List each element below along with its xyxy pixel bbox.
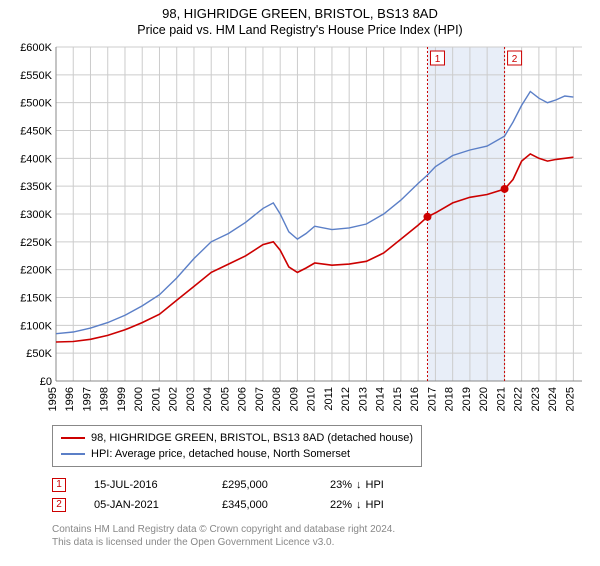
sale-diff-pct: 23% (330, 475, 352, 495)
y-tick-label: £450K (20, 126, 52, 138)
y-tick-label: £400K (20, 153, 52, 165)
x-tick-label: 2020 (478, 387, 490, 411)
chart-svg: £0 £50K £100K £150K £200K £250K £300K £350K £400… (10, 41, 588, 419)
x-tick-label: 1995 (47, 387, 59, 411)
sale-row: 2 05-JAN-2021 £345,000 22%↓HPI (52, 495, 600, 515)
x-tick-label: 1998 (99, 387, 111, 411)
y-tick-label: £600K (20, 42, 52, 54)
x-tick-label: 2019 (461, 387, 473, 411)
chart-title: 98, HIGHRIDGE GREEN, BRISTOL, BS13 8AD (0, 6, 600, 21)
sale-number-box: 2 (52, 498, 66, 512)
sale-price: £345,000 (222, 495, 302, 515)
sale-date: 15-JUL-2016 (94, 475, 194, 495)
chart-container: 98, HIGHRIDGE GREEN, BRISTOL, BS13 8AD P… (0, 6, 600, 566)
footer: Contains HM Land Registry data © Crown c… (52, 523, 600, 549)
x-tick-label: 1996 (64, 387, 76, 411)
down-arrow-icon: ↓ (356, 495, 362, 515)
y-tick-label: £100K (20, 320, 52, 332)
x-tick-label: 2016 (409, 387, 421, 411)
legend-item: HPI: Average price, detached house, Nort… (61, 446, 413, 462)
legend-swatch (61, 437, 85, 439)
sale-marker-number: 2 (512, 54, 518, 65)
x-tick-label: 2015 (392, 387, 404, 411)
x-tick-label: 2024 (547, 387, 559, 411)
legend-label: HPI: Average price, detached house, Nort… (91, 446, 350, 462)
y-tick-label: £150K (20, 293, 52, 305)
x-tick-label: 2006 (237, 387, 249, 411)
y-tick-label: £0 (40, 376, 52, 388)
y-tick-label: £500K (20, 98, 52, 110)
sale-point-marker (423, 213, 431, 221)
chart-area: £0 £50K £100K £150K £200K £250K £300K £350K £400… (10, 41, 588, 419)
sale-diff-pct: 22% (330, 495, 352, 515)
x-tick-label: 2000 (133, 387, 145, 411)
x-tick-label: 2017 (426, 387, 438, 411)
down-arrow-icon: ↓ (356, 475, 362, 495)
x-tick-label: 2007 (254, 387, 266, 411)
legend-item: 98, HIGHRIDGE GREEN, BRISTOL, BS13 8AD (… (61, 430, 413, 446)
x-tick-label: 2025 (564, 387, 576, 411)
y-tick-label: £50K (26, 348, 52, 360)
x-tick-label: 2008 (271, 387, 283, 411)
x-tick-label: 2002 (168, 387, 180, 411)
y-tick-label: £550K (20, 70, 52, 82)
sale-point-marker (501, 185, 509, 193)
x-tick-label: 2023 (530, 387, 542, 411)
sale-marker-number: 1 (435, 54, 441, 65)
legend-swatch (61, 453, 85, 455)
x-tick-label: 2011 (323, 387, 335, 411)
x-tick-label: 2021 (495, 387, 507, 411)
x-tick-label: 2003 (185, 387, 197, 411)
legend-label: 98, HIGHRIDGE GREEN, BRISTOL, BS13 8AD (… (91, 430, 413, 446)
y-tick-label: £200K (20, 265, 52, 277)
y-tick-label: £250K (20, 237, 52, 249)
sales-table: 1 15-JUL-2016 £295,000 23%↓HPI 2 05-JAN-2021 £… (52, 475, 600, 515)
sale-diff-suffix: HPI (366, 475, 384, 495)
y-tick-label: £350K (20, 181, 52, 193)
x-tick-label: 2004 (202, 387, 214, 411)
x-tick-label: 2013 (357, 387, 369, 411)
x-tick-label: 2001 (150, 387, 162, 411)
legend: 98, HIGHRIDGE GREEN, BRISTOL, BS13 8AD (… (52, 425, 422, 467)
x-tick-label: 2018 (444, 387, 456, 411)
x-tick-label: 2022 (513, 387, 525, 411)
x-tick-label: 2009 (288, 387, 300, 411)
x-tick-label: 2014 (375, 387, 387, 411)
x-tick-label: 2010 (306, 387, 318, 411)
footer-line-2: This data is licensed under the Open Gov… (52, 536, 600, 549)
chart-subtitle: Price paid vs. HM Land Registry's House … (0, 23, 600, 37)
sale-date: 05-JAN-2021 (94, 495, 194, 515)
sale-diff: 23%↓HPI (330, 475, 410, 495)
sale-number-box: 1 (52, 478, 66, 492)
sale-diff: 22%↓HPI (330, 495, 410, 515)
sale-diff-suffix: HPI (366, 495, 384, 515)
sale-row: 1 15-JUL-2016 £295,000 23%↓HPI (52, 475, 600, 495)
footer-line-1: Contains HM Land Registry data © Crown c… (52, 523, 600, 536)
sale-price: £295,000 (222, 475, 302, 495)
x-tick-label: 2012 (340, 387, 352, 411)
x-tick-label: 1999 (116, 387, 128, 411)
x-tick-label: 2005 (219, 387, 231, 411)
y-tick-label: £300K (20, 209, 52, 221)
x-tick-label: 1997 (81, 387, 93, 411)
